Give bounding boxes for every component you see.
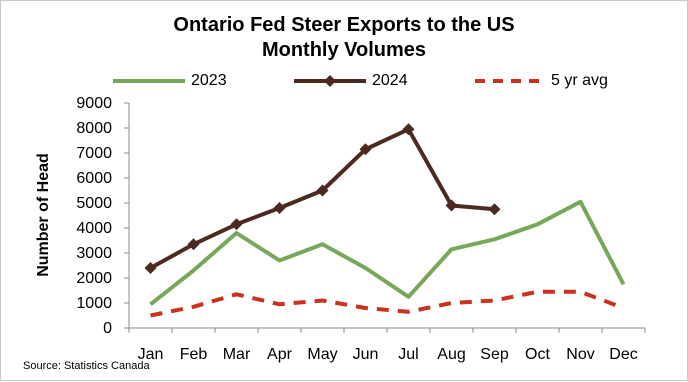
x-tick-label: Jun — [353, 346, 379, 363]
chart-subtitle: Monthly Volumes — [261, 39, 427, 61]
x-tick-label: Oct — [525, 346, 550, 363]
data-point-2024 — [488, 203, 501, 216]
data-point-2024 — [445, 199, 458, 212]
x-tick-label: Apr — [267, 346, 293, 363]
y-tick-label: 8000 — [76, 120, 112, 137]
data-point-2024 — [316, 184, 329, 197]
y-tick-label: 9000 — [76, 95, 112, 112]
y-tick-label: 0 — [103, 320, 112, 337]
series-line-2024 — [149, 127, 495, 270]
data-point-2024 — [144, 262, 157, 274]
y-tick-label: 4000 — [76, 220, 112, 237]
x-tick-label: May — [307, 346, 337, 363]
legend-item-2024: 2024 — [294, 71, 408, 91]
x-tick-label: Mar — [223, 346, 251, 363]
y-tick-label: 2000 — [76, 270, 112, 287]
y-tick-label: 5000 — [76, 195, 112, 212]
chart-title: Ontario Fed Steer Exports to the US — [173, 14, 515, 36]
y-tick-label: 1000 — [76, 295, 112, 312]
legend-item-5yr-avg: 5 yr avg — [473, 71, 608, 91]
data-point-2024 — [402, 123, 415, 136]
x-tick-label: Nov — [566, 346, 594, 363]
x-tick-label: Feb — [180, 346, 208, 363]
legend-swatch-5yr-avg — [475, 79, 545, 83]
data-point-2024 — [359, 143, 372, 156]
legend-label-5yr-avg: 5 yr avg — [551, 72, 608, 89]
x-tick-label: Jul — [398, 346, 418, 363]
data-point-2024 — [273, 202, 286, 214]
data-point-2024 — [187, 238, 200, 251]
x-tick-label: Sep — [480, 346, 509, 363]
x-tick-label: Aug — [437, 346, 465, 363]
data-point-2024 — [230, 218, 243, 231]
y-tick-label: 3000 — [76, 245, 112, 262]
x-tick-label: Jan — [138, 346, 164, 363]
x-tick-label: Dec — [609, 346, 637, 363]
source-note: Source: Statistics Canada — [23, 360, 150, 372]
legend-swatch-2024 — [294, 75, 366, 87]
legend-swatch-2023 — [113, 79, 185, 83]
y-tick-label: 7000 — [76, 145, 112, 162]
series-line-5-yr-avg — [150, 289, 625, 318]
legend-label-2024: 2024 — [372, 72, 408, 89]
legend-label-2023: 2023 — [191, 72, 227, 89]
series-line-2023 — [149, 199, 626, 306]
legend-item-2023: 2023 — [113, 71, 227, 91]
y-tick-label: 6000 — [76, 170, 112, 187]
